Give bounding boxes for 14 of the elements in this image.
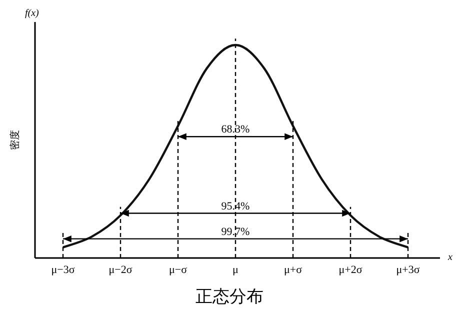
annotation: 68.3% — [221, 124, 250, 136]
x-tick-label: μ−3σ — [51, 264, 75, 276]
x-tick-label: μ+2σ — [338, 264, 362, 276]
annotation: 99.7% — [221, 226, 250, 238]
x-axis-title: x — [447, 252, 453, 263]
x-tick-label: μ+3σ — [396, 264, 420, 276]
x-tick-label: μ+σ — [284, 264, 302, 276]
y-axis-title: 密度 — [9, 130, 21, 150]
x-tick-label: μ−σ — [168, 264, 188, 276]
x-tick-label: μ−2σ — [108, 264, 132, 276]
annotation: 95.4% — [221, 200, 250, 212]
text: f(x) — [25, 8, 40, 19]
text: 正态分布 — [196, 287, 264, 307]
x-tick-label: μ — [232, 264, 239, 276]
